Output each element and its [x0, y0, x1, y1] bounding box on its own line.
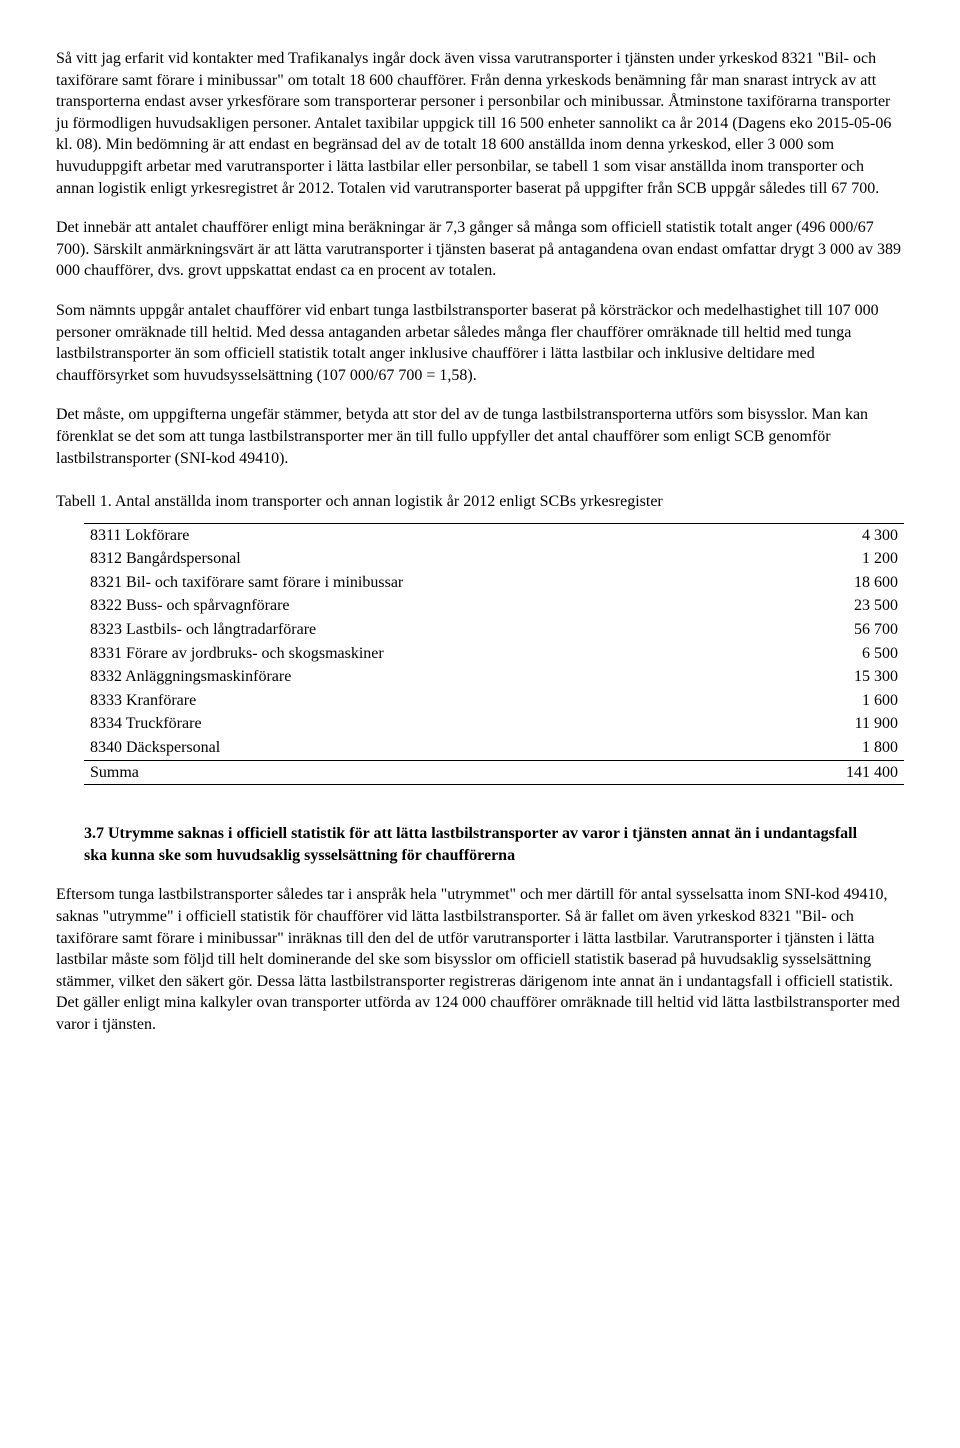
table-row: 8312 Bangårdspersonal1 200: [84, 547, 904, 571]
row-label: 8331 Förare av jordbruks- och skogsmaski…: [84, 642, 769, 666]
row-value: 6 500: [769, 642, 904, 666]
table-row: 8323 Lastbils- och långtradarförare56 70…: [84, 618, 904, 642]
table-row: 8311 Lokförare4 300: [84, 523, 904, 547]
row-value: 56 700: [769, 618, 904, 642]
paragraph-1: Så vitt jag erfarit vid kontakter med Tr…: [56, 48, 904, 199]
row-value: 23 500: [769, 594, 904, 618]
section-heading-3-7: 3.7 Utrymme saknas i officiell statistik…: [84, 823, 904, 866]
table-caption: Tabell 1. Antal anställda inom transport…: [56, 491, 904, 513]
row-label: 8340 Däckspersonal: [84, 736, 769, 760]
row-value: 18 600: [769, 571, 904, 595]
row-label: 8311 Lokförare: [84, 523, 769, 547]
row-value: 1 600: [769, 689, 904, 713]
table-sum-row: Summa141 400: [84, 760, 904, 785]
sum-value: 141 400: [769, 760, 904, 785]
row-label: 8312 Bangårdspersonal: [84, 547, 769, 571]
table-row: 8322 Buss- och spårvagnförare23 500: [84, 594, 904, 618]
paragraph-4: Det måste, om uppgifterna ungefär stämme…: [56, 404, 904, 469]
row-value: 1 200: [769, 547, 904, 571]
row-label: 8323 Lastbils- och långtradarförare: [84, 618, 769, 642]
row-label: 8322 Buss- och spårvagnförare: [84, 594, 769, 618]
table-row: 8334 Truckförare11 900: [84, 712, 904, 736]
table-row: 8333 Kranförare1 600: [84, 689, 904, 713]
paragraph-2: Det innebär att antalet chaufförer enlig…: [56, 217, 904, 282]
table-row: 8340 Däckspersonal1 800: [84, 736, 904, 760]
row-value: 1 800: [769, 736, 904, 760]
row-label: 8333 Kranförare: [84, 689, 769, 713]
row-label: 8334 Truckförare: [84, 712, 769, 736]
row-label: 8321 Bil- och taxiförare samt förare i m…: [84, 571, 769, 595]
table-row: 8321 Bil- och taxiförare samt förare i m…: [84, 571, 904, 595]
table-row: 8331 Förare av jordbruks- och skogsmaski…: [84, 642, 904, 666]
sum-label: Summa: [84, 760, 769, 785]
table-row: 8332 Anläggningsmaskinförare15 300: [84, 665, 904, 689]
occupation-table: 8311 Lokförare4 3008312 Bangårdspersonal…: [84, 523, 904, 786]
row-label: 8332 Anläggningsmaskinförare: [84, 665, 769, 689]
row-value: 4 300: [769, 523, 904, 547]
paragraph-3: Som nämnts uppgår antalet chaufförer vid…: [56, 300, 904, 386]
paragraph-5: Eftersom tunga lastbilstransporter såled…: [56, 884, 904, 1035]
row-value: 11 900: [769, 712, 904, 736]
row-value: 15 300: [769, 665, 904, 689]
